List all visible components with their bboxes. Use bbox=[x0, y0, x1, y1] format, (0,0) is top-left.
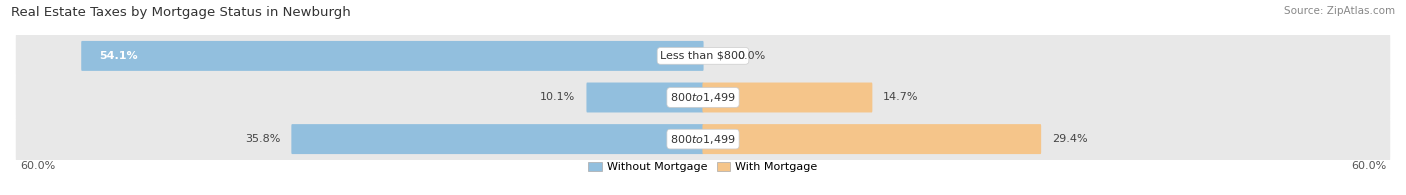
FancyBboxPatch shape bbox=[703, 82, 872, 113]
FancyBboxPatch shape bbox=[15, 73, 1391, 122]
Text: Source: ZipAtlas.com: Source: ZipAtlas.com bbox=[1284, 6, 1395, 16]
Text: 10.1%: 10.1% bbox=[540, 92, 575, 103]
Text: 35.8%: 35.8% bbox=[245, 134, 280, 144]
FancyBboxPatch shape bbox=[15, 114, 1391, 164]
Text: Real Estate Taxes by Mortgage Status in Newburgh: Real Estate Taxes by Mortgage Status in … bbox=[11, 6, 352, 19]
FancyBboxPatch shape bbox=[703, 124, 1042, 154]
Legend: Without Mortgage, With Mortgage: Without Mortgage, With Mortgage bbox=[583, 158, 823, 177]
FancyBboxPatch shape bbox=[291, 124, 703, 154]
Text: $800 to $1,499: $800 to $1,499 bbox=[671, 91, 735, 104]
Text: 0.0%: 0.0% bbox=[738, 51, 766, 61]
Text: 60.0%: 60.0% bbox=[20, 161, 55, 171]
Text: 29.4%: 29.4% bbox=[1052, 134, 1088, 144]
Text: 14.7%: 14.7% bbox=[883, 92, 918, 103]
Text: 54.1%: 54.1% bbox=[98, 51, 138, 61]
Text: $800 to $1,499: $800 to $1,499 bbox=[671, 133, 735, 146]
Text: Less than $800: Less than $800 bbox=[661, 51, 745, 61]
FancyBboxPatch shape bbox=[82, 41, 703, 71]
FancyBboxPatch shape bbox=[586, 82, 703, 113]
FancyBboxPatch shape bbox=[15, 31, 1391, 81]
Text: 60.0%: 60.0% bbox=[1351, 161, 1386, 171]
